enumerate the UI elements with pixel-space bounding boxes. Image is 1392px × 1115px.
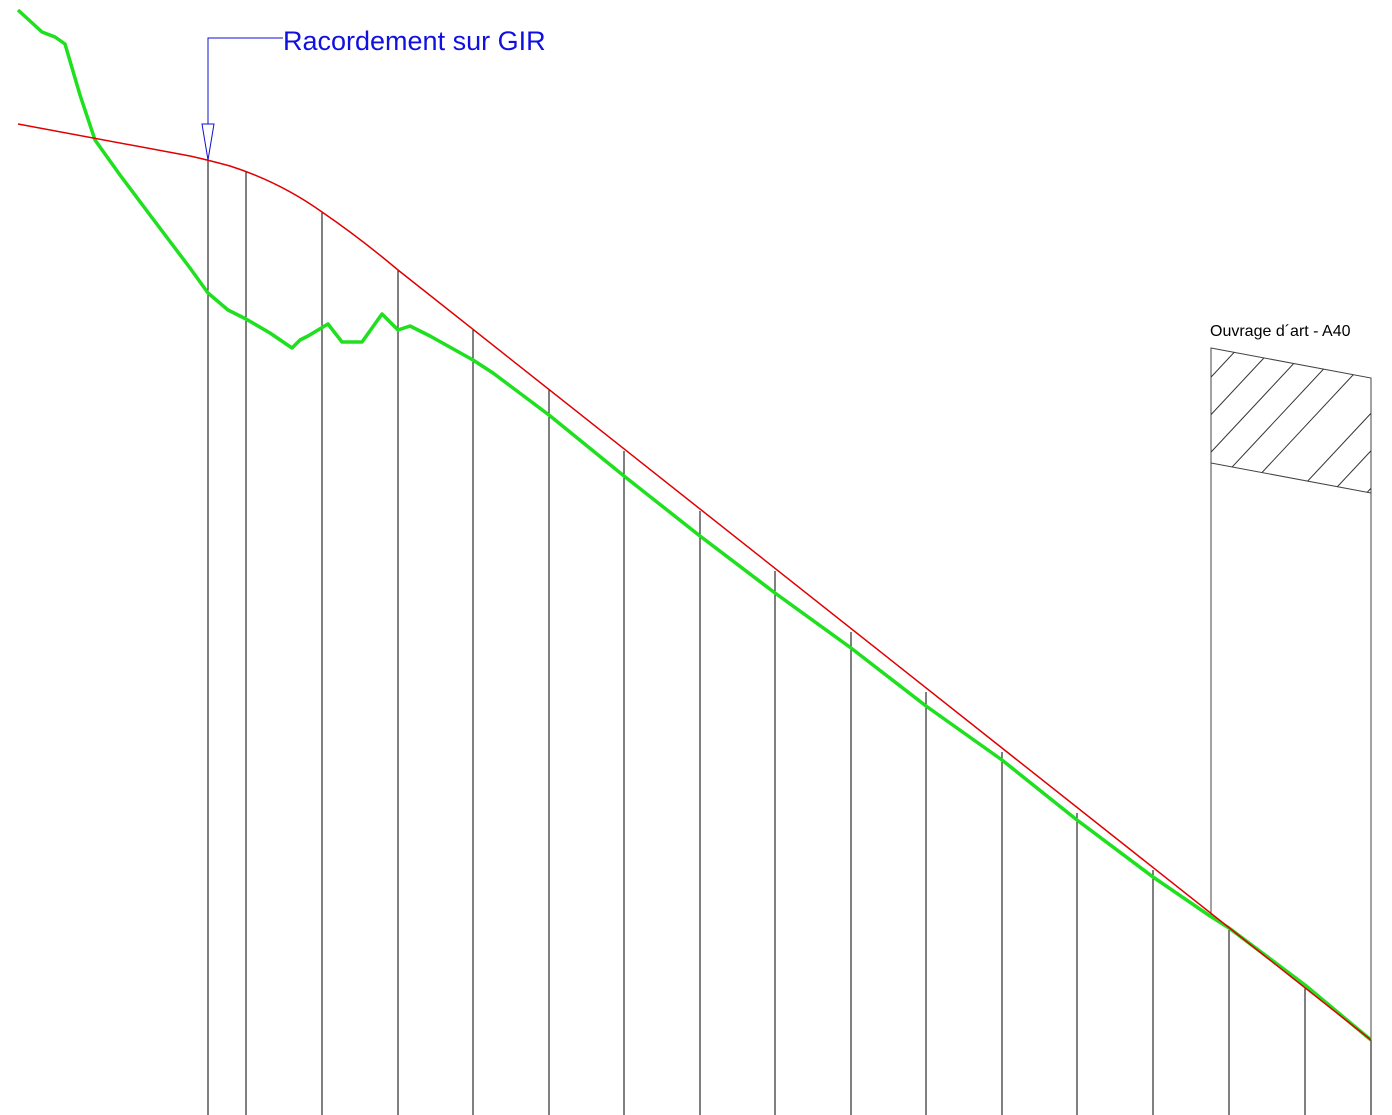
project-line: [17, 123, 1372, 1041]
structure: [1210, 347, 1372, 1040]
connection-label: Racordement sur GIR: [283, 26, 546, 56]
connection-callout: [201, 37, 283, 161]
structure-label: Ouvrage d´art - A40: [1210, 323, 1351, 340]
station-lines: [207, 160, 1372, 1115]
terrain-line: [16, 8, 1373, 1042]
